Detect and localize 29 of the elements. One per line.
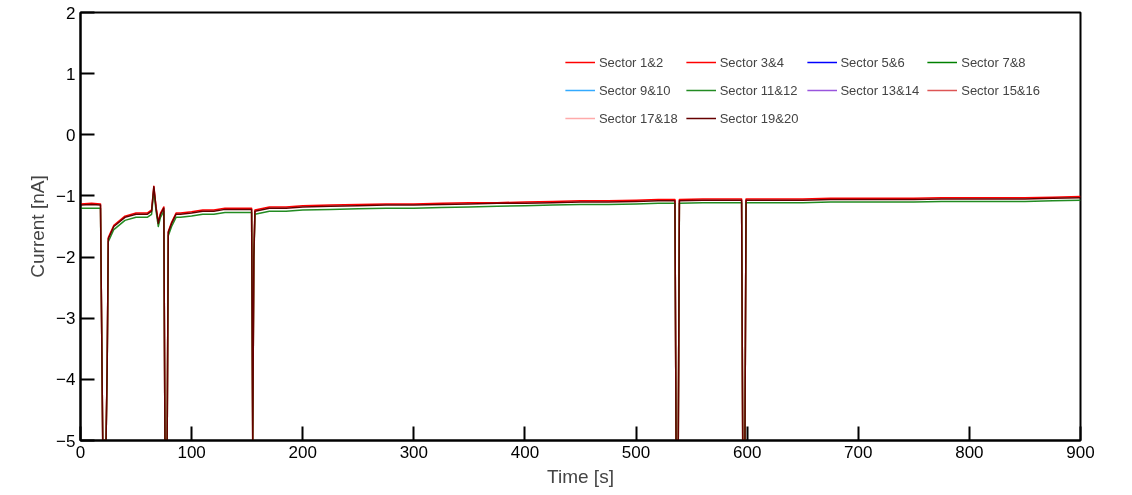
x-tick-label: 100 bbox=[177, 442, 206, 462]
x-tick-label: 400 bbox=[510, 442, 540, 462]
legend-label: Sector 9&10 bbox=[598, 82, 671, 98]
legend-label: Sector 15&16 bbox=[961, 82, 1040, 98]
y-tick-label: 2 bbox=[66, 3, 76, 23]
y-tick-label: −4 bbox=[56, 370, 76, 390]
legend-label: Sector 17&18 bbox=[598, 110, 678, 126]
legend-label: Sector 7&8 bbox=[961, 54, 1026, 70]
x-tick-label: 600 bbox=[732, 442, 762, 462]
x-tick-label: 700 bbox=[844, 442, 873, 462]
legend-label: Sector 11&12 bbox=[719, 82, 798, 98]
x-tick-label: 800 bbox=[955, 442, 984, 462]
y-tick-label: −3 bbox=[56, 309, 76, 329]
x-tick-label: 900 bbox=[1066, 442, 1095, 462]
legend-label: Sector 1&2 bbox=[598, 54, 664, 70]
legend-label: Sector 19&20 bbox=[719, 110, 799, 126]
y-tick-label: −5 bbox=[56, 431, 76, 451]
y-tick-label: 0 bbox=[66, 125, 76, 145]
x-tick-label: 300 bbox=[399, 442, 429, 462]
y-axis-title: Current [nA] bbox=[27, 175, 49, 278]
legend-label: Sector 3&4 bbox=[719, 54, 784, 70]
y-tick-label: −1 bbox=[56, 186, 76, 206]
x-axis-title: Time [s] bbox=[547, 465, 614, 487]
legend-label: Sector 13&14 bbox=[840, 82, 920, 98]
y-tick-label: 1 bbox=[66, 64, 76, 84]
x-tick-label: 200 bbox=[288, 442, 317, 462]
legend-label: Sector 5&6 bbox=[840, 54, 905, 70]
x-tick-label: 500 bbox=[621, 442, 651, 462]
y-tick-label: −2 bbox=[56, 248, 76, 268]
